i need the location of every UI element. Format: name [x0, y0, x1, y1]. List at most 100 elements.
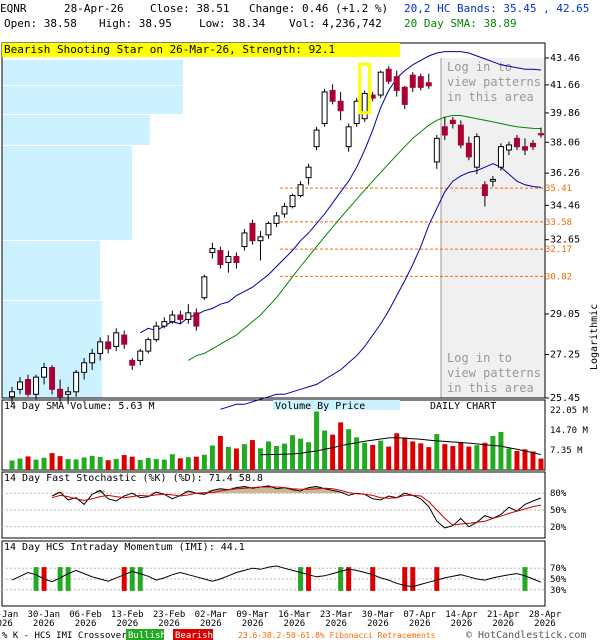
- crossover-signal: [434, 567, 440, 591]
- volume-bar: [137, 459, 143, 470]
- volume-bar: [346, 429, 352, 470]
- volume-tick-label: 22.05 M: [550, 406, 589, 416]
- symbol: EQNR: [0, 2, 27, 15]
- candle: [425, 82, 432, 87]
- crossover-signal: [338, 567, 344, 591]
- y-tick-label: 38.06: [550, 137, 580, 148]
- momentum-panel: 14 Day HCS Intraday Momentum (IMI): 44.1…: [1, 540, 567, 607]
- candle: [81, 362, 88, 373]
- candle: [385, 68, 392, 82]
- candle: [401, 86, 408, 105]
- y-tick-label: 32.65: [550, 235, 580, 246]
- volume-bar: [522, 449, 528, 470]
- volume-bar: [193, 456, 199, 470]
- x-tick-label: 02-Mar 2026: [195, 610, 228, 629]
- bands-label: 20,2 HC Bands: 35.45 , 42.65: [404, 2, 590, 15]
- stochastic-d-line: [51, 486, 542, 526]
- candle: [201, 276, 208, 299]
- volume-bar: [97, 456, 103, 470]
- close-value: Close: 38.51: [150, 2, 230, 15]
- volume-bar: [330, 434, 336, 470]
- volume-bar: [57, 456, 63, 470]
- high-value: High: 38.95: [99, 17, 172, 30]
- candle: [177, 314, 184, 320]
- candle: [41, 367, 48, 378]
- crossover-signal: [121, 567, 127, 591]
- vbp-title: Volume By Price: [275, 401, 365, 412]
- volume-bar: [25, 456, 31, 470]
- volume-bar: [514, 450, 520, 470]
- candle: [185, 312, 192, 320]
- volume-bar: [105, 460, 111, 470]
- x-tick-label: 21-Apr 2026: [487, 610, 520, 629]
- volume-bar: [161, 459, 167, 470]
- volume-title: 14 Day SMA Volume: 5.63 M: [4, 401, 155, 412]
- candle: [489, 178, 496, 182]
- y-tick-label: 27.25: [550, 350, 580, 361]
- sma-line: [188, 115, 542, 361]
- y-tick-label: 25.45: [550, 393, 580, 404]
- candle: [481, 184, 488, 197]
- x-tick-label: 07-Apr 2026: [403, 610, 436, 629]
- volume-bar: [217, 435, 223, 470]
- watermark-text: Log in to: [447, 351, 512, 365]
- bearish-label: Bearish: [175, 631, 213, 640]
- stochastic-title: 14 Day Fast Stochastic (%K) (%D): 71.4 5…: [4, 473, 263, 484]
- volume-bar: [89, 455, 95, 470]
- candle: [89, 352, 96, 364]
- bullish-label: Bullish: [128, 631, 166, 640]
- crossover-signal: [65, 567, 71, 591]
- candle: [209, 248, 216, 253]
- momentum-tick-label: 70%: [550, 564, 567, 574]
- volume-bar: [17, 458, 23, 470]
- candle: [305, 166, 312, 179]
- candle: [137, 350, 144, 361]
- stochastic-k-line: [51, 485, 542, 529]
- volume-bar: [418, 443, 424, 470]
- y-tick-label: 43.46: [550, 53, 580, 64]
- low-value: Low: 38.34: [199, 17, 266, 30]
- candle: [281, 206, 288, 215]
- crossover-signal: [522, 567, 528, 591]
- quote-date: 28-Apr-26: [64, 2, 124, 15]
- watermark-text: in this area: [447, 381, 534, 395]
- volume-bar: [73, 459, 79, 470]
- volume-by-price-bar: [2, 115, 150, 145]
- candle: [441, 126, 448, 136]
- candle: [329, 89, 336, 102]
- volume-bar: [241, 444, 247, 470]
- volume-bar: [442, 444, 448, 470]
- candle: [217, 250, 224, 266]
- volume-bar: [410, 441, 416, 470]
- y-tick-label: 36.26: [550, 168, 580, 179]
- x-tick-label: 30-Mar 2026: [362, 610, 395, 629]
- volume-panel: 14 Day SMA Volume: 5.63 M Volume By Price…: [1, 399, 589, 471]
- volume-bar: [314, 411, 320, 470]
- stochastic-panel: 14 Day Fast Stochastic (%K) (%D): 71.4 5…: [1, 471, 567, 539]
- stochastic-tick-label: 80%: [550, 489, 567, 499]
- open-value: Open: 38.58: [4, 17, 77, 30]
- candle: [17, 381, 23, 390]
- candle: [289, 195, 296, 208]
- volume-bar: [81, 457, 87, 470]
- momentum-line: [11, 565, 542, 588]
- volume-bar: [402, 437, 408, 470]
- momentum-title: 14 Day HCS Intraday Momentum (IMI): 44.1: [4, 542, 245, 553]
- crossover-signal: [137, 567, 143, 591]
- volume-sma-line: [260, 437, 542, 456]
- volume-bar: [282, 443, 287, 470]
- y-tick-label: 41.66: [550, 80, 580, 91]
- volume-bar: [482, 442, 488, 470]
- crossover-signal: [306, 567, 312, 591]
- candle: [465, 142, 472, 158]
- momentum-frame: [1, 540, 546, 607]
- candle: [361, 92, 368, 120]
- candle: [497, 146, 504, 168]
- volume-bar: [129, 456, 135, 470]
- candle: [409, 74, 416, 88]
- fib-legend: 23.6-38.2-50-61.8% Fibonacci Retracement…: [238, 631, 436, 640]
- crossover-signal: [410, 567, 416, 591]
- volume-bar: [9, 460, 15, 470]
- volume-bar: [145, 458, 151, 470]
